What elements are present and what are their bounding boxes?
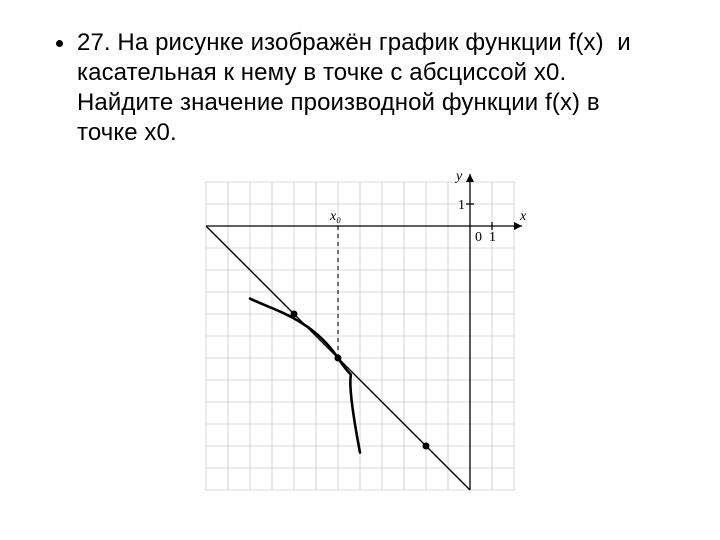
svg-text:x: x [519,209,527,224]
function-graph: xy011x₀ [190,166,530,506]
svg-text:0: 0 [475,230,482,245]
figure-container: xy011x₀ [56,166,664,506]
svg-text:x₀: x₀ [329,209,341,224]
bullet-marker [56,40,63,47]
svg-text:y: y [454,169,463,184]
problem-text: 27. На рисунке изображён график функции … [77,28,664,148]
svg-text:1: 1 [458,198,465,213]
svg-text:1: 1 [489,230,496,245]
